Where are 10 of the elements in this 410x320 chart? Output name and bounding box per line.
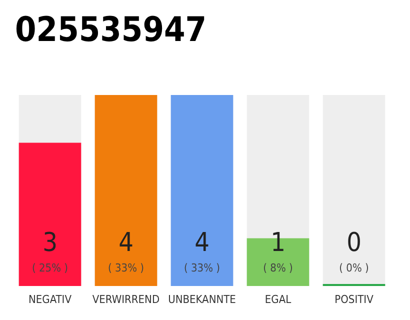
data-label: 4 ( 33% ) (108, 228, 144, 274)
x-tick-label: VERWIRREND (92, 293, 160, 306)
data-label: 3 ( 25% ) (32, 228, 68, 274)
x-tick-label: POSITIV (334, 293, 374, 306)
x-tick-label: NEGATIV (28, 293, 72, 306)
data-label: 4 ( 33% ) (184, 228, 220, 274)
data-label: 0 ( 0% ) (339, 228, 369, 274)
chart-title: 025535947 (15, 10, 207, 50)
x-tick-label: UNBEKANNTE (168, 293, 236, 306)
x-tick-label: EGAL (264, 293, 292, 306)
